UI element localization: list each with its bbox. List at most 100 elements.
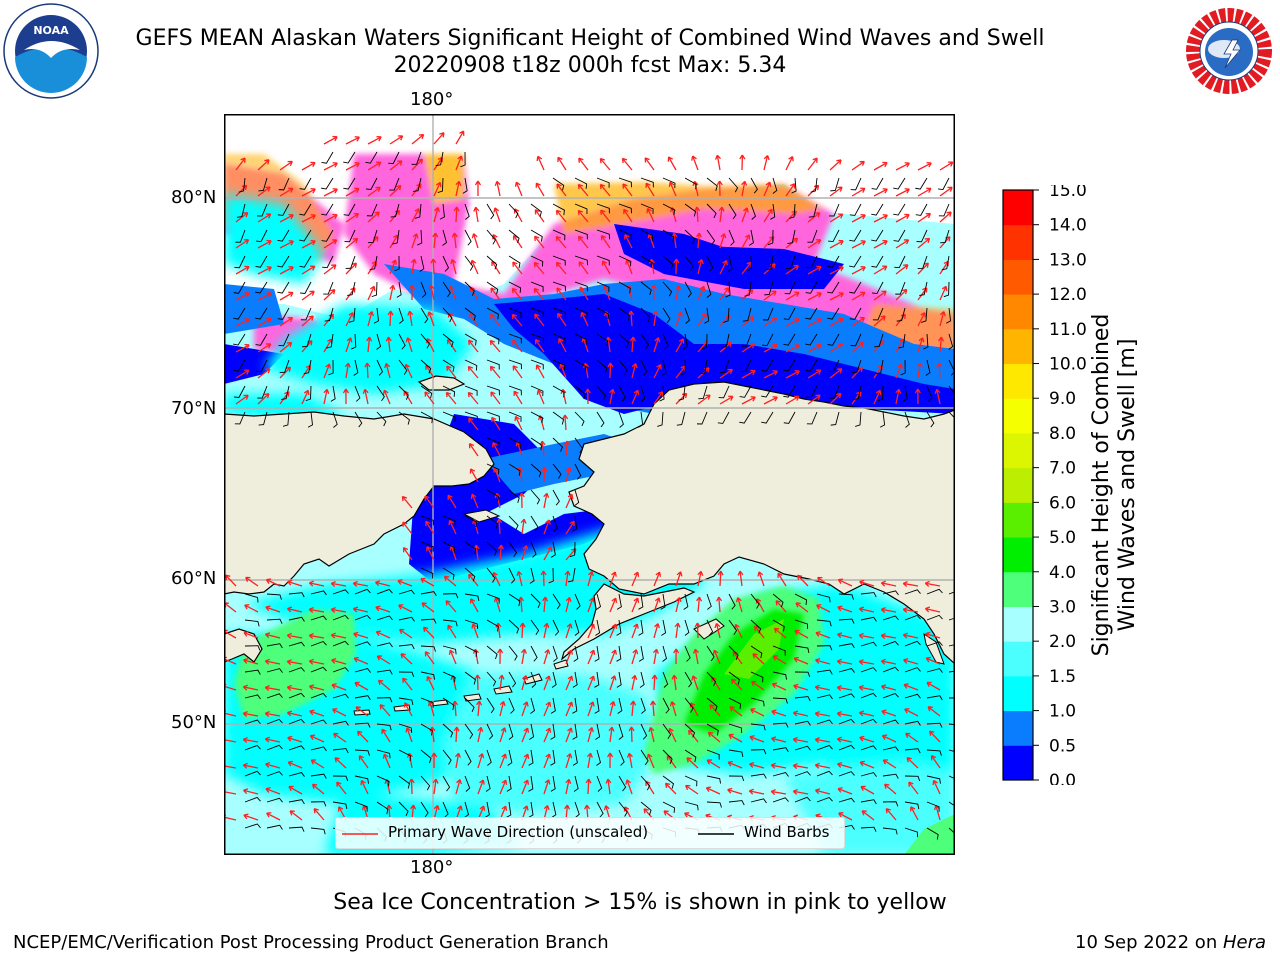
wave-arrow — [474, 674, 481, 691]
wind-barb — [574, 333, 588, 345]
wind-barb — [750, 671, 764, 683]
wind-barb — [849, 281, 862, 294]
wave-arrow — [345, 337, 353, 353]
wind-barb — [460, 151, 466, 168]
wave-arrow — [334, 757, 347, 769]
wind-barb — [882, 692, 899, 699]
wave-arrow — [930, 755, 941, 769]
wind-barb — [373, 307, 379, 324]
wind-barb — [288, 799, 305, 805]
wave-arrow — [387, 310, 394, 327]
wave-arrow — [367, 311, 374, 327]
wind-barb — [233, 385, 246, 398]
wind-barb — [926, 614, 943, 621]
wind-barb — [266, 593, 282, 600]
wind-barb — [442, 411, 456, 422]
wave-arrow — [906, 757, 919, 769]
wind-barb — [398, 697, 414, 706]
wave-arrow — [468, 339, 479, 353]
wind-barb — [552, 463, 562, 479]
wind-barb — [376, 385, 385, 402]
wave-arrow — [345, 136, 360, 145]
wind-barb — [530, 437, 543, 451]
wind-barb — [552, 281, 566, 292]
wave-arrow — [543, 727, 552, 743]
wave-arrow — [837, 761, 853, 769]
wave-arrow — [565, 649, 573, 665]
wind-barb — [789, 203, 796, 219]
wind-barb — [948, 617, 955, 621]
wave-arrow — [521, 753, 530, 769]
wave-arrow — [939, 186, 953, 197]
wind-barb — [508, 697, 515, 714]
wave-arrow — [455, 130, 465, 145]
wind-barb — [850, 333, 862, 347]
wave-arrow — [257, 239, 272, 249]
wave-arrow — [447, 494, 457, 509]
wind-barb — [464, 671, 476, 685]
wind-barb — [420, 385, 433, 399]
wave-arrow — [257, 159, 270, 171]
wave-arrow — [323, 239, 338, 249]
wind-barb — [442, 645, 457, 655]
colorbar-tick-label: 15.0 — [1049, 185, 1087, 201]
wave-arrow — [345, 212, 360, 223]
wave-arrow — [607, 752, 614, 769]
wind-barb — [661, 359, 667, 376]
wave-arrow — [556, 287, 567, 301]
wave-arrow — [600, 235, 611, 249]
wind-barb — [376, 749, 391, 759]
wave-arrow — [836, 658, 853, 665]
wind-barb — [893, 203, 906, 216]
wave-arrow — [405, 727, 413, 743]
wind-barb — [552, 619, 560, 636]
wind-barb — [616, 645, 622, 662]
wrangel-island — [417, 375, 466, 391]
wave-arrow — [836, 685, 853, 692]
wave-arrow — [851, 341, 865, 353]
wind-barb — [442, 385, 456, 397]
wave-arrow — [763, 208, 773, 223]
wave-arrow — [512, 365, 523, 379]
wind-barb — [937, 177, 950, 190]
wind-barb — [258, 177, 268, 192]
wind-barb — [310, 666, 327, 673]
wave-arrow — [382, 389, 391, 405]
wave-arrow — [815, 658, 831, 665]
wind-barb — [550, 541, 556, 558]
wind-barb — [742, 307, 752, 322]
wave-arrow — [580, 311, 589, 327]
wind-barb — [310, 827, 326, 835]
wind-barb — [926, 749, 942, 756]
wave-arrow — [446, 365, 457, 379]
wind-barb — [617, 697, 623, 714]
wind-barb — [750, 773, 767, 779]
wave-arrow — [748, 788, 765, 795]
wind-barb — [904, 640, 921, 647]
wave-arrow — [707, 731, 721, 743]
wave-arrow — [344, 362, 351, 379]
wind-barb — [244, 770, 261, 777]
wind-barb — [550, 749, 556, 766]
wind-barb — [683, 593, 689, 610]
wave-arrow — [453, 726, 460, 743]
wind-barb — [618, 255, 632, 267]
wave-arrow — [235, 292, 250, 301]
colorbar-tick-label: 7.0 — [1049, 459, 1076, 479]
wave-arrow — [467, 391, 479, 405]
wind-barb — [618, 801, 628, 817]
wind-barb — [332, 720, 349, 726]
wind-barb — [371, 281, 378, 298]
wind-barb — [244, 669, 261, 675]
wave-arrow — [815, 788, 831, 795]
wave-arrow — [308, 658, 325, 665]
wind-barb — [794, 745, 811, 751]
wave-arrow — [401, 495, 413, 509]
date-value: 10 Sep 2022 on — [1075, 932, 1223, 953]
wave-arrow — [609, 597, 618, 613]
wind-barb — [618, 749, 625, 766]
wind-barb — [816, 719, 833, 725]
wind-barb — [464, 593, 480, 602]
wave-arrow — [489, 313, 501, 327]
wind-barb — [640, 281, 652, 295]
